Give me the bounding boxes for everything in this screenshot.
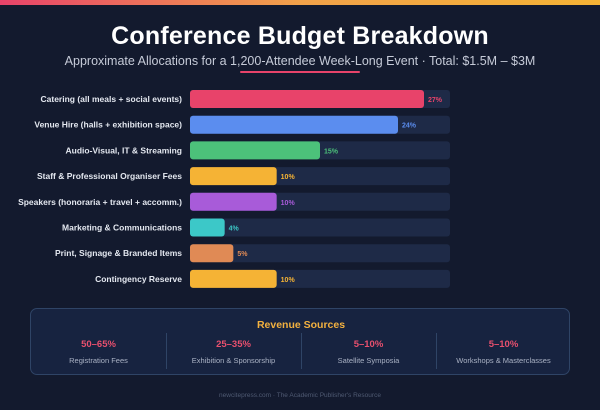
bar: [190, 90, 424, 108]
category-label: Catering (all meals + social events): [41, 94, 183, 104]
bar: [190, 115, 398, 134]
revenue-sources-title: Revenue Sources: [256, 319, 346, 331]
revenue-item-label: Satellite Symposia: [337, 356, 400, 365]
revenue-item-label: Registration Fees: [69, 356, 128, 365]
revenue-item-value: 25–35%: [216, 339, 251, 350]
revenue-divider: [436, 333, 437, 369]
top-accent-stripe: [0, 0, 600, 5]
value-label: 10%: [281, 277, 296, 284]
category-label: Contingency Reserve: [95, 274, 182, 284]
revenue-divider: [301, 333, 302, 369]
revenue-item-label: Workshops & Masterclasses: [456, 356, 551, 365]
revenue-item-workshops: 5–10% Workshops & Masterclasses: [436, 339, 571, 367]
value-label: 10%: [281, 174, 296, 181]
budget-bar-chart: Catering (all meals + social events) 27% V…: [18, 90, 450, 288]
bar: [190, 269, 277, 288]
revenue-sources-panel: Revenue Sources 50–65% Registration Fees…: [30, 308, 570, 375]
value-label: 10%: [281, 200, 296, 207]
revenue-item-value: 50–65%: [81, 339, 116, 350]
value-label: 27%: [428, 97, 443, 104]
value-label: 24%: [402, 123, 417, 130]
bar: [190, 167, 277, 186]
bar-track: [190, 218, 450, 237]
value-label: 5%: [237, 251, 248, 258]
category-label: Marketing & Communications: [62, 223, 182, 233]
revenue-item-label: Exhibition & Sponsorship: [191, 356, 276, 365]
category-label: Venue Hire (halls + exhibition space): [34, 120, 182, 130]
footer-credit: newcitepress.com · The Academic Publishe…: [219, 392, 381, 399]
revenue-item-satellite: 5–10% Satellite Symposia: [301, 339, 436, 367]
category-label: Speakers (honoraria + travel + accomm.): [18, 197, 182, 207]
value-label: 4%: [229, 226, 240, 233]
category-label: Print, Signage & Branded Items: [55, 248, 182, 258]
bar: [190, 141, 320, 160]
bar-track: [190, 244, 450, 263]
bar: [190, 218, 225, 237]
revenue-item-registration: 50–65% Registration Fees: [31, 339, 166, 367]
category-label: Staff & Professional Organiser Fees: [37, 171, 182, 181]
revenue-item-exhibition: 25–35% Exhibition & Sponsorship: [166, 339, 301, 367]
subtitle-underline: [240, 71, 360, 73]
revenue-divider: [166, 333, 167, 369]
revenue-item-value: 5–10%: [353, 339, 384, 350]
page-subtitle: Approximate Allocations for a 1,200-Atte…: [64, 54, 536, 68]
category-label: Audio-Visual, IT & Streaming: [66, 145, 183, 155]
page-title: Conference Budget Breakdown: [111, 22, 489, 50]
value-label: 15%: [324, 148, 339, 155]
revenue-item-value: 5–10%: [488, 339, 519, 350]
bar: [190, 244, 234, 263]
bar: [190, 192, 277, 211]
